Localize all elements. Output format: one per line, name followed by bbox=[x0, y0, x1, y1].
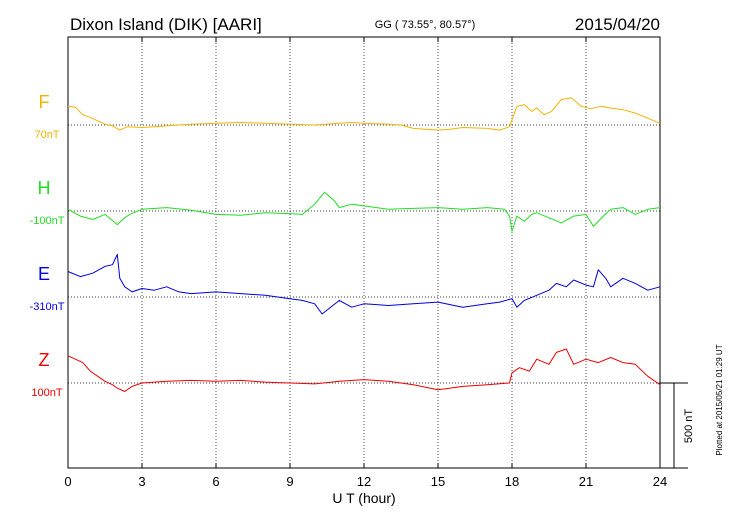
channel-name-e: E bbox=[38, 264, 50, 284]
channel-name-h: H bbox=[38, 178, 51, 198]
station-title: Dixon Island (DIK) [AARI] bbox=[70, 15, 262, 34]
x-tick-label-9: 9 bbox=[286, 474, 293, 489]
x-axis-ticks: 0 3 6 9 12 15 18 21 24 bbox=[64, 37, 667, 489]
channel-baseline-label-e: -310nT bbox=[30, 301, 65, 313]
x-tick-label-6: 6 bbox=[212, 474, 219, 489]
channel-baseline-label-f: 70nT bbox=[34, 129, 59, 141]
channel-name-f: F bbox=[39, 92, 50, 112]
plot-date: 2015/04/20 bbox=[575, 15, 660, 34]
x-tick-label-12: 12 bbox=[357, 474, 371, 489]
channel-name-z: Z bbox=[39, 350, 50, 370]
station-coordinates: GG ( 73.55°, 80.57°) bbox=[375, 19, 476, 31]
plotted-timestamp: Plotted at 2015/05/21 01:29 UT bbox=[715, 344, 724, 455]
series-lines bbox=[67, 97, 661, 392]
x-tick-label-21: 21 bbox=[579, 474, 593, 489]
x-axis-label: U T (hour) bbox=[332, 490, 395, 506]
x-tick-label-3: 3 bbox=[138, 474, 145, 489]
x-tick-label-15: 15 bbox=[431, 474, 445, 489]
series-line-e bbox=[67, 254, 661, 315]
channel-baseline-label-z: 100nT bbox=[31, 387, 62, 399]
scale-bar: 500 nT bbox=[660, 382, 695, 469]
series-line-h bbox=[67, 191, 661, 232]
scale-bar-label: 500 nT bbox=[683, 409, 695, 444]
x-tick-label-18: 18 bbox=[505, 474, 519, 489]
x-tick-label-0: 0 bbox=[64, 474, 71, 489]
series-line-f bbox=[67, 97, 661, 131]
x-tick-label-24: 24 bbox=[653, 474, 667, 489]
channel-labels: F 70nT H -100nT E -310nT Z 100nT bbox=[30, 92, 65, 399]
vertical-gridlines bbox=[141, 37, 587, 468]
series-line-z bbox=[67, 348, 661, 392]
channel-baseline-label-h: -100nT bbox=[30, 215, 65, 227]
